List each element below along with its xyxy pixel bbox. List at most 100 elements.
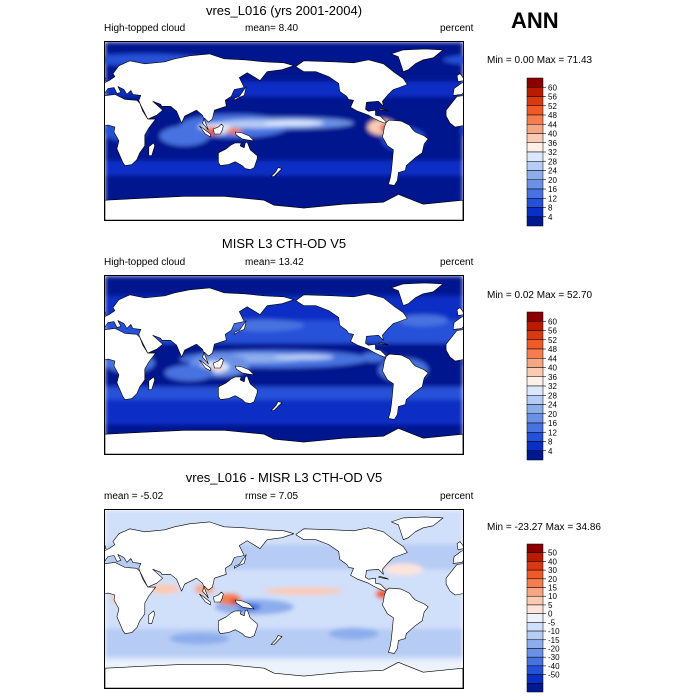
colorbar-swatch — [526, 552, 544, 562]
colorbar-tick-label: 44 — [548, 354, 557, 363]
colorbar-tick-label: 24 — [548, 401, 557, 410]
panel2-map-svg — [105, 276, 463, 454]
panel1-center-label: mean= 8.40 — [245, 23, 299, 34]
colorbar-swatch — [526, 385, 544, 396]
colorbar-tick-label: 48 — [548, 345, 557, 354]
panel1-right-label: percent — [440, 23, 474, 34]
colorbar-tick-label: 52 — [548, 336, 557, 345]
field-blob — [159, 126, 210, 146]
colorbar-tick-label: 56 — [548, 327, 557, 336]
colorbar-tick-label: 48 — [548, 111, 557, 120]
colorbar-swatch — [526, 142, 544, 153]
colorbar-swatch — [526, 339, 544, 350]
land-madagascar — [148, 610, 155, 624]
field-blob — [398, 314, 449, 327]
land-greenland — [391, 282, 444, 306]
panel3-colorbar: 50 40 30 20 15 10 5 0 -5 -10 -15 -20 -30 -40 -50 — [526, 543, 560, 693]
colorbar-swatch — [526, 96, 544, 106]
colorbar-tick-label: 20 — [548, 575, 557, 584]
land-africa — [105, 94, 156, 166]
land-sumatra — [199, 125, 211, 138]
land-eurasia — [105, 521, 295, 599]
colorbar-swatch — [526, 198, 544, 208]
land-nz — [270, 167, 283, 177]
colorbar-tick-label: -30 — [548, 653, 560, 662]
land-nz — [270, 635, 283, 645]
land-samerica — [382, 119, 429, 186]
land-namerica — [295, 293, 408, 358]
colorbar-tick-label: -5 — [548, 618, 556, 627]
land-cuba — [378, 108, 389, 112]
field-blob — [264, 120, 324, 127]
colorbar-tick-label: 20 — [548, 410, 557, 419]
colorbar-tick-label: 5 — [548, 601, 553, 610]
colorbar-swatch — [526, 674, 544, 684]
panel2-right-label: percent — [440, 257, 474, 268]
land-greenland — [391, 516, 444, 540]
land-uk — [456, 307, 463, 316]
season-label: ANN — [511, 8, 559, 33]
colorbar-tick-label: 12 — [548, 428, 557, 437]
land-africa — [105, 328, 156, 400]
land-eurasia — [452, 550, 463, 564]
colorbar-tick-label: 30 — [548, 566, 557, 575]
field-blob — [383, 563, 424, 576]
colorbar-tick-label: 60 — [548, 317, 557, 326]
colorbar-swatch — [526, 395, 544, 405]
panel2-map — [104, 275, 464, 455]
colorbar-swatch — [526, 87, 544, 97]
colorbar-tick-label: 8 — [548, 438, 553, 447]
colorbar-tick-label: 36 — [548, 373, 557, 382]
colorbar-swatch — [526, 639, 544, 649]
colorbar-swatch — [526, 683, 544, 693]
colorbar-tick-label: 4 — [548, 447, 553, 456]
colorbar-swatch — [526, 179, 544, 190]
land-namerica — [295, 59, 408, 124]
colorbar-swatch — [526, 630, 544, 641]
colorbar-swatch — [526, 376, 544, 387]
colorbar-tick-label: 40 — [548, 364, 557, 373]
colorbar-tick-label: 28 — [548, 157, 557, 166]
colorbar-swatch — [526, 321, 544, 331]
colorbar-tick-label: 24 — [548, 167, 557, 176]
colorbar-swatch — [526, 348, 544, 359]
land-uk — [105, 77, 107, 82]
panel3-title: vres_L016 - MISR L3 CTH-OD V5 — [185, 470, 383, 485]
colorbar-swatch — [526, 413, 544, 424]
colorbar-tick-label: 40 — [548, 130, 557, 139]
colorbar-swatch — [526, 114, 544, 125]
panel3-center-label: rmse = 7.05 — [245, 491, 299, 502]
land-africa — [445, 329, 463, 362]
panel1-title: vres_L016 (yrs 2001-2004) — [205, 3, 363, 18]
land-borneo — [213, 123, 224, 135]
colorbar-swatch — [526, 161, 544, 171]
panel1-colorbar: 60 56 52 48 44 40 36 32 28 24 20 16 12 8 4 — [526, 77, 557, 227]
colorbar-swatch — [526, 441, 544, 451]
colorbar-swatch — [526, 656, 544, 667]
colorbar-tick-label: 60 — [548, 83, 557, 92]
colorbar-swatch — [526, 422, 544, 433]
land-uk — [456, 541, 463, 550]
land-newguinea — [235, 599, 255, 610]
field-blob — [164, 365, 215, 381]
colorbar-swatch — [526, 207, 544, 217]
colorbar-tick-label: 32 — [548, 148, 557, 157]
land-borneo — [213, 357, 224, 369]
colorbar-swatch — [526, 330, 544, 340]
land-japan — [234, 320, 247, 335]
land-newguinea — [235, 131, 255, 142]
field-blob — [169, 632, 230, 645]
panel2-center-label: mean= 13.42 — [245, 257, 304, 268]
colorbar-swatch — [526, 77, 544, 88]
panel1-map — [104, 41, 464, 221]
panel3-map-svg — [105, 510, 463, 688]
colorbar-swatch — [526, 124, 544, 134]
colorbar-swatch — [526, 367, 544, 377]
colorbar-swatch — [526, 613, 544, 623]
colorbar-tick-label: 10 — [548, 592, 557, 601]
land-japan — [234, 86, 247, 101]
land-cuba — [378, 576, 389, 580]
panel2-title: MISR L3 CTH-OD V5 — [221, 236, 347, 251]
colorbar-swatch — [526, 404, 544, 414]
colorbar-swatch — [526, 665, 544, 675]
